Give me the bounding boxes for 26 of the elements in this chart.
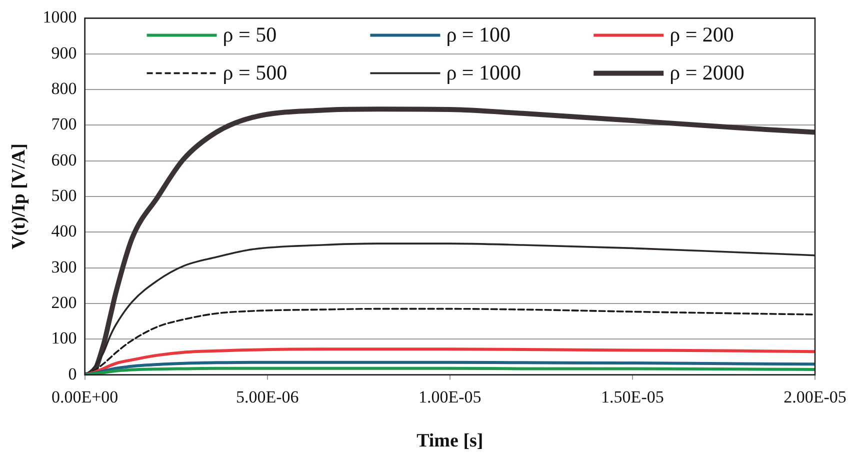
legend-label: ρ = 500	[222, 60, 288, 85]
y-tick-label: 0	[68, 364, 77, 384]
y-tick-label: 1000	[42, 8, 77, 27]
legend-label: ρ = 50	[222, 22, 277, 47]
x-tick-label: 1.50E-05	[601, 387, 664, 406]
y-axis-title: V(t)/Ip [V/A]	[8, 143, 30, 250]
y-tick-label: 800	[51, 78, 77, 98]
legend-label: ρ = 100	[446, 22, 511, 47]
y-tick-label: 900	[51, 43, 77, 62]
y-tick-label: 600	[51, 150, 77, 170]
x-tick-label: 1.00E-05	[418, 387, 482, 406]
legend-label: ρ = 200	[670, 22, 734, 47]
line-series	[84, 366, 815, 375]
line-series	[84, 348, 815, 375]
legend-label: ρ = 1000	[446, 60, 522, 85]
y-tick-label: 700	[51, 114, 77, 134]
y-tick-label: 100	[51, 328, 77, 348]
x-tick-label: 2.00E-05	[784, 387, 846, 406]
x-tick-label: 0.00E+00	[51, 387, 118, 406]
y-tick-label: 400	[51, 222, 77, 241]
x-tick-label: 5.00E-06	[236, 387, 299, 406]
legend-label: ρ = 2000	[670, 60, 744, 85]
y-tick-label: 500	[51, 186, 77, 205]
x-axis-title: Time [s]	[416, 430, 484, 452]
y-tick-label: 300	[51, 257, 77, 276]
y-tick-label: 200	[51, 292, 77, 312]
